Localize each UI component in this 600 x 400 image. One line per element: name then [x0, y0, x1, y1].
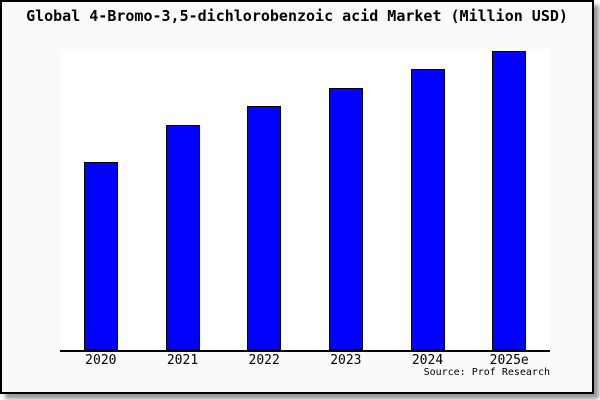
- x-tick-label-2025e: 2025e: [489, 353, 529, 368]
- bar-slot-2024: [387, 49, 469, 350]
- bar-slot-2025e: [468, 49, 550, 350]
- x-tick-label-2024: 2024: [411, 353, 444, 368]
- bar-2021: [165, 125, 200, 350]
- bar-2023: [328, 88, 363, 350]
- plot-area: [60, 49, 550, 352]
- bars-container: [60, 49, 550, 350]
- bar-2022: [247, 106, 282, 350]
- x-tick-label-2020: 2020: [85, 353, 117, 368]
- x-tick-label-2022: 2022: [248, 353, 280, 368]
- x-axis-labels: 2020 2021 2022 2023 2024 2025e: [60, 353, 550, 368]
- source-note: Source: Prof Research: [423, 367, 550, 378]
- x-tick-label-2023: 2023: [330, 353, 362, 368]
- bar-2020: [83, 162, 118, 350]
- bar-slot-2021: [142, 49, 224, 350]
- chart-frame: Global 4-Bromo-3,5-dichlorobenzoic acid …: [0, 0, 594, 394]
- bar-slot-2020: [60, 49, 142, 350]
- bar-slot-2023: [305, 49, 387, 350]
- bar-2025e: [492, 51, 527, 350]
- x-tick-label-2021: 2021: [166, 353, 199, 368]
- bar-slot-2022: [223, 49, 305, 350]
- chart-title: Global 4-Bromo-3,5-dichlorobenzoic acid …: [26, 7, 568, 25]
- bar-2024: [410, 69, 445, 350]
